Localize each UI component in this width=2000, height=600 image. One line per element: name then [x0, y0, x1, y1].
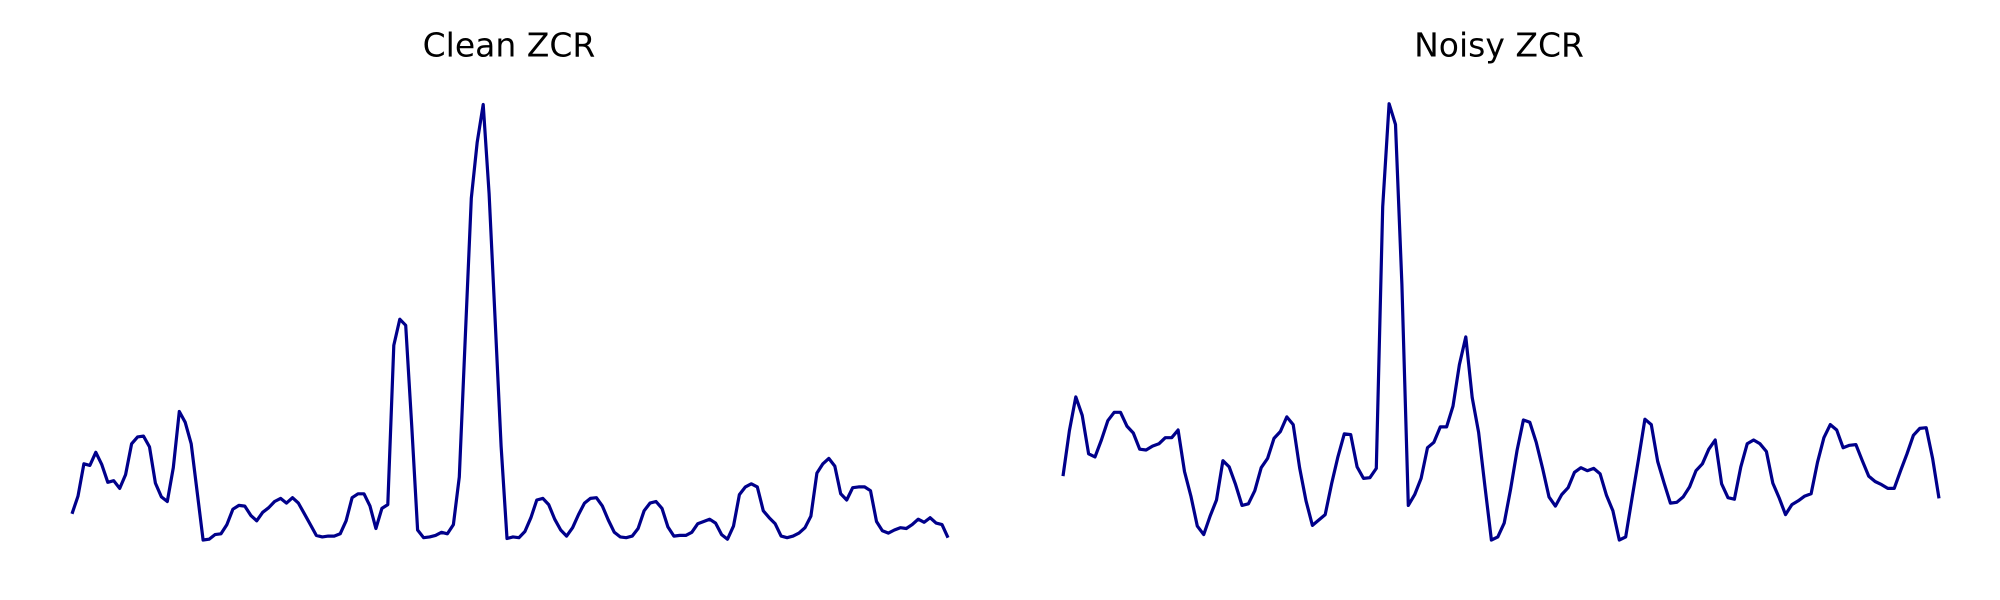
clean-zcr-series-line	[70, 102, 950, 542]
noisy-zcr-panel: Noisy ZCR	[1061, 26, 1941, 542]
chart-title-clean: Clean ZCR	[423, 26, 596, 65]
clean-zcr-panel: Clean ZCR	[70, 26, 950, 542]
noisy-zcr-series-line	[1061, 102, 1941, 542]
chart-title-noisy: Noisy ZCR	[1414, 26, 1584, 65]
